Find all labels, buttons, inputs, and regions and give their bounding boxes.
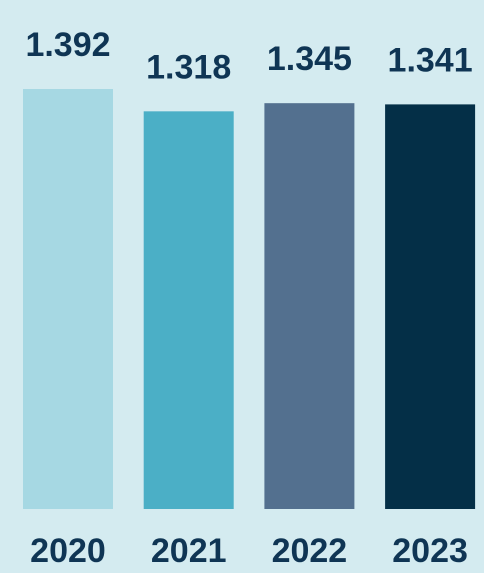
x-tick-label: 2020 xyxy=(30,532,106,570)
bar xyxy=(23,89,113,509)
x-tick-label: 2022 xyxy=(272,532,348,570)
value-label: 1.345 xyxy=(267,40,352,78)
value-label: 1.318 xyxy=(146,48,231,86)
bar xyxy=(264,103,355,510)
x-tick-label: 2023 xyxy=(392,532,468,570)
value-label: 1.341 xyxy=(388,41,473,79)
value-label: 1.392 xyxy=(25,26,110,64)
x-tick-label: 2021 xyxy=(151,532,227,570)
bar xyxy=(385,104,476,509)
bar xyxy=(143,111,234,510)
